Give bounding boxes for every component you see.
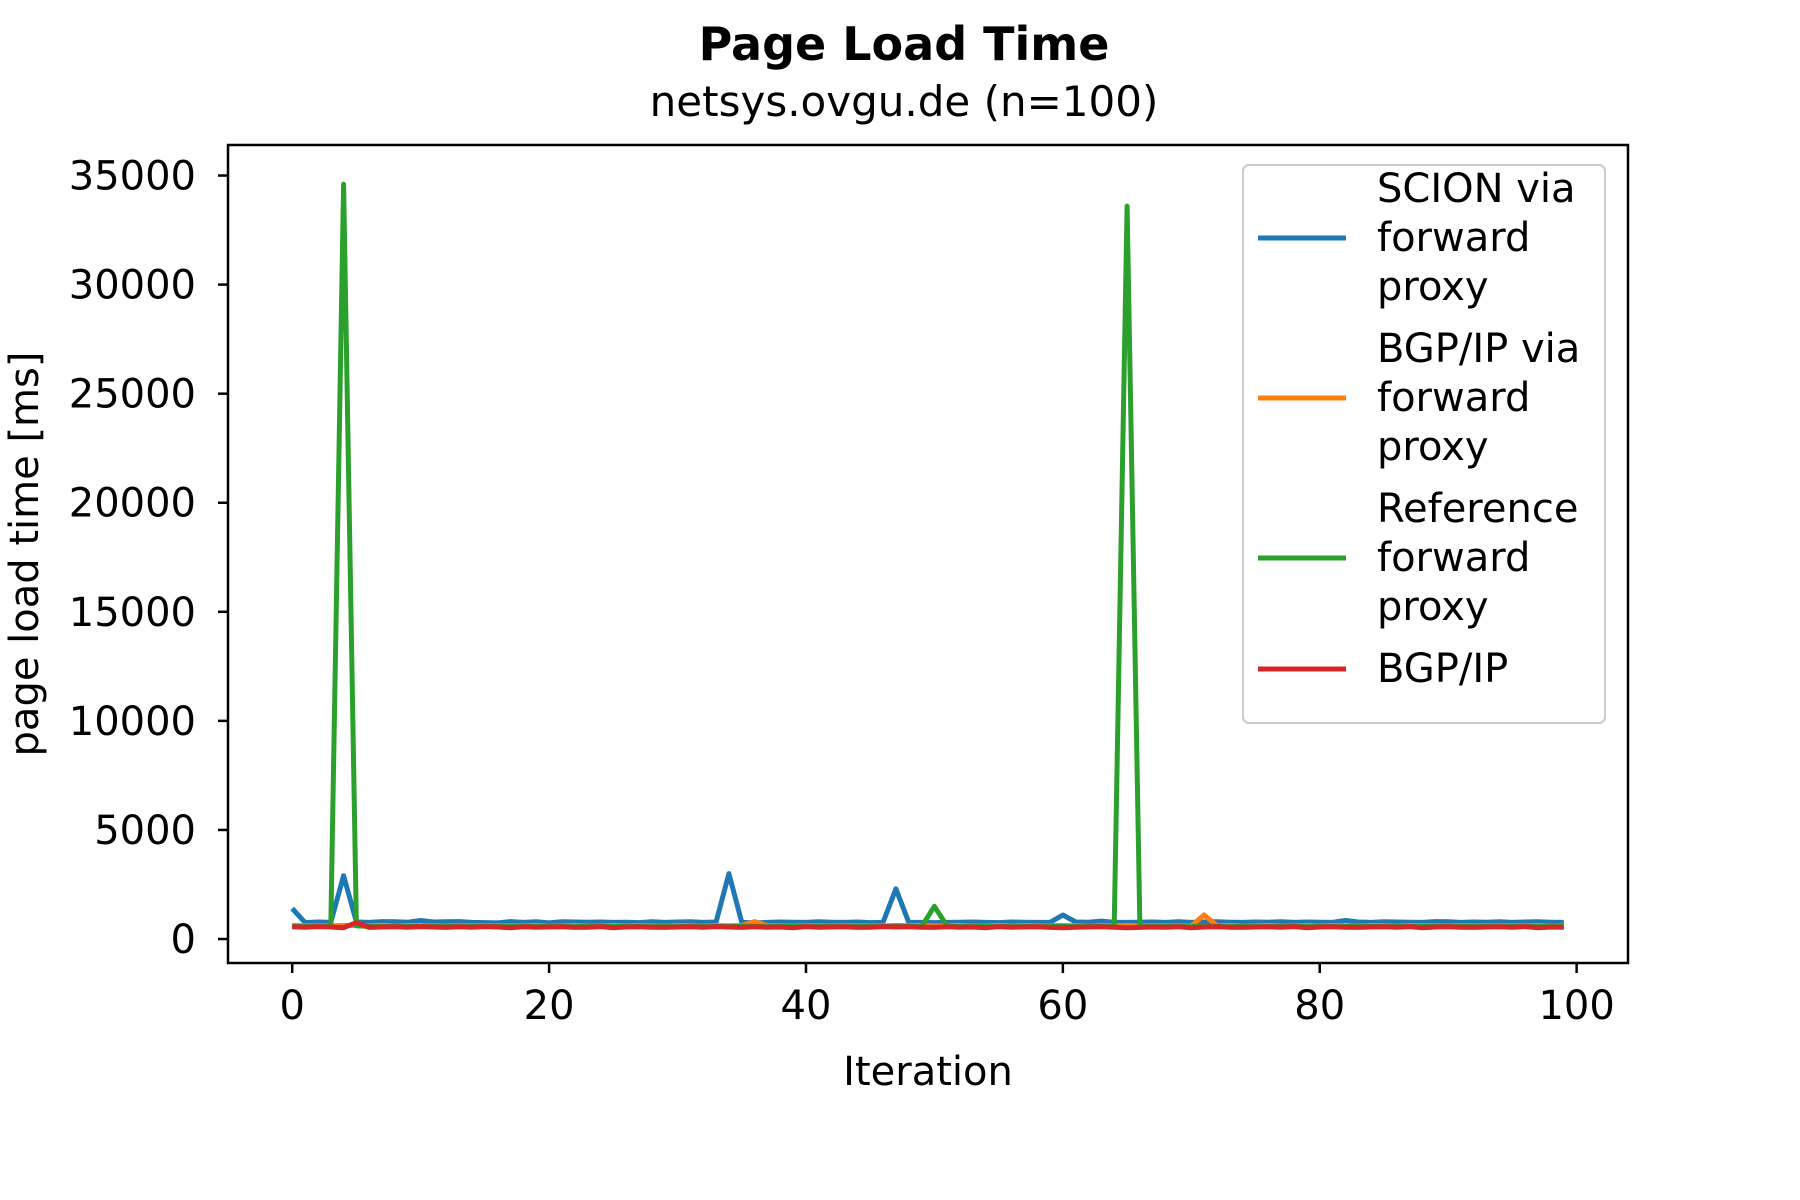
legend-label-1: BGP/IP via forward proxy <box>1377 326 1580 470</box>
y-tick-label: 25000 <box>69 372 196 418</box>
series-line-0 <box>290 871 1564 926</box>
x-tick-label: 0 <box>279 983 304 1029</box>
y-tick-label: 10000 <box>69 699 196 745</box>
y-tick-label: 15000 <box>69 590 196 636</box>
y-tick-label: 20000 <box>69 481 196 527</box>
x-tick-label: 20 <box>524 983 575 1029</box>
plot-frame <box>226 143 1630 965</box>
legend-frame <box>1242 164 1606 724</box>
chart-legend: SCION via forward proxy BGP/IP via forward pr… <box>1242 164 1606 724</box>
x-tick-label: 40 <box>781 983 832 1029</box>
y-axis-ticks: 0 5000 10000 15000 20000 25000 30000 35000 <box>69 154 228 963</box>
y-axis-label: page load time [ms] <box>2 352 48 757</box>
x-axis-label: Iteration <box>843 1049 1013 1095</box>
y-tick-label: 0 <box>171 917 196 963</box>
y-tick-label: 5000 <box>94 808 196 854</box>
legend-label-2: Reference forward proxy <box>1377 486 1578 630</box>
x-axis-ticks: 0 20 40 60 80 100 <box>279 963 1615 1029</box>
legend-label-0: SCION via forward proxy <box>1377 166 1576 310</box>
x-tick-label: 60 <box>1037 983 1088 1029</box>
plot-series-group <box>290 181 1564 931</box>
chart-subtitle: netsys.ovgu.de (n=100) <box>650 77 1159 126</box>
series-line-3 <box>292 920 1564 931</box>
y-tick-label: 30000 <box>69 263 196 309</box>
y-tick-label: 35000 <box>69 154 196 200</box>
x-tick-label: 100 <box>1538 983 1614 1029</box>
chart-title: Page Load Time <box>699 17 1110 71</box>
legend-label-3: BGP/IP <box>1377 646 1508 692</box>
x-tick-label: 80 <box>1294 983 1345 1029</box>
